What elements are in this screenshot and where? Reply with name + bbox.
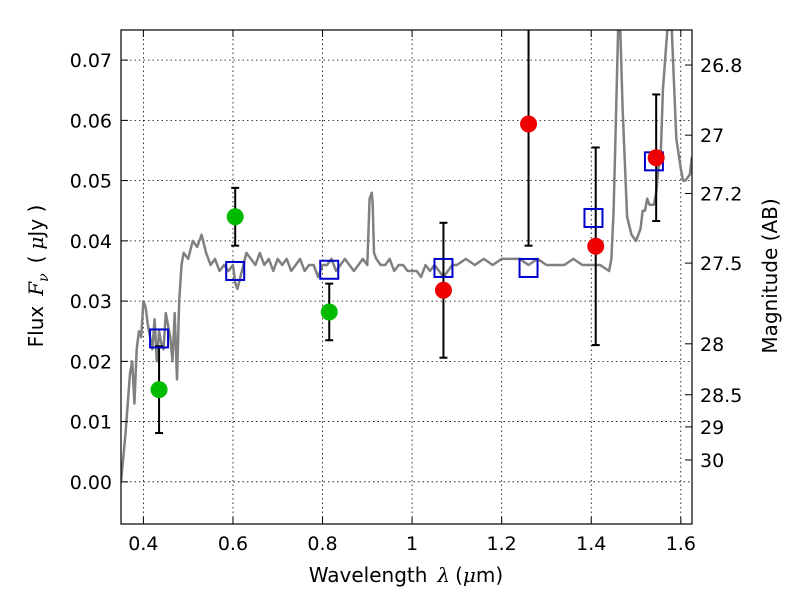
mag-tick-label: 29 [700, 417, 724, 439]
x-tick-label: 0.4 [128, 533, 158, 555]
model-spectrum [121, 30, 692, 482]
mag-tick-label: 28 [700, 334, 724, 356]
x-tick-label: 0.6 [218, 533, 248, 555]
x-tick-label: 1.2 [487, 533, 517, 555]
y-tick-label: 0.03 [70, 291, 112, 313]
data-point [647, 149, 665, 167]
axis-ticks [121, 30, 692, 524]
data-point [150, 381, 168, 399]
y-tick-label: 0.02 [70, 351, 112, 373]
mag-tick-label: 26.8 [700, 55, 742, 77]
y-tick-label: 0.06 [70, 110, 112, 132]
mag-tick-label: 30 [700, 450, 724, 472]
mag-tick-label: 27 [700, 125, 724, 147]
x-tick-label: 1.4 [576, 533, 606, 555]
mag-tick-label: 28.5 [700, 385, 742, 407]
model-square [149, 328, 170, 349]
mag-tick-label: 27.5 [700, 253, 742, 275]
data-point [320, 303, 338, 321]
right-axis-label: Magnitude (AB) [758, 198, 782, 353]
grid [121, 30, 692, 524]
x-tick-label: 1 [406, 533, 418, 555]
x-tick-label: 0.8 [307, 533, 337, 555]
data-point [434, 281, 452, 299]
model-square [583, 207, 604, 228]
model-square [518, 257, 539, 278]
y-tick-label: 0.05 [70, 171, 112, 193]
model-square [225, 260, 246, 281]
y-tick-label: 0.00 [70, 472, 112, 494]
data-point [226, 208, 244, 226]
x-axis-label: Wavelength λ (μm) [309, 563, 503, 587]
y-axis-label: FluxFν(μJy ) [24, 205, 52, 348]
model-points [149, 151, 664, 349]
data-point [520, 115, 538, 133]
photometry-points [150, 115, 665, 399]
plot-frame [120, 29, 693, 525]
x-tick-label: 1.6 [666, 533, 696, 555]
model-square [319, 259, 340, 280]
tick-labels: 0.4 0.6 0.8 1 1.2 1.4 1.6 0.00 0.01 0.02 0.03 0.04 0… [70, 50, 743, 555]
y-tick-label: 0.04 [70, 231, 112, 253]
model-square [433, 257, 454, 278]
spectrum-line [121, 30, 692, 482]
mag-tick-label: 27.2 [700, 183, 742, 205]
y-tick-label: 0.01 [70, 412, 112, 434]
data-point [587, 237, 605, 255]
y-tick-label: 0.07 [70, 50, 112, 72]
